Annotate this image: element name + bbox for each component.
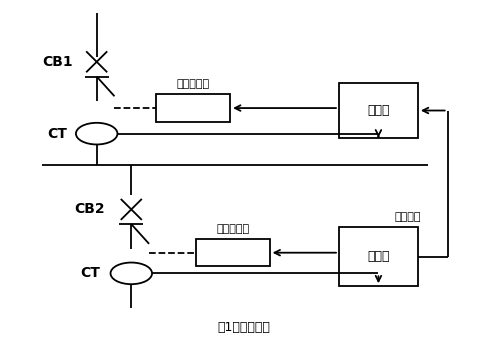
Bar <box>339 83 418 138</box>
Bar <box>156 94 230 122</box>
Text: 磁通转换器: 磁通转换器 <box>176 80 209 90</box>
Text: CT: CT <box>80 266 100 280</box>
Text: 图1区域选择性: 图1区域选择性 <box>217 321 270 334</box>
Text: CB2: CB2 <box>75 202 105 216</box>
Bar <box>196 239 270 266</box>
Text: 磁通转换器: 磁通转换器 <box>216 224 249 234</box>
Text: 等待命令: 等待命令 <box>395 212 421 222</box>
Text: CT: CT <box>47 127 67 140</box>
Text: CB1: CB1 <box>42 55 73 69</box>
Bar <box>339 227 418 286</box>
Text: 脱扣器: 脱扣器 <box>367 250 390 263</box>
Text: 脱扣器: 脱扣器 <box>367 104 390 117</box>
